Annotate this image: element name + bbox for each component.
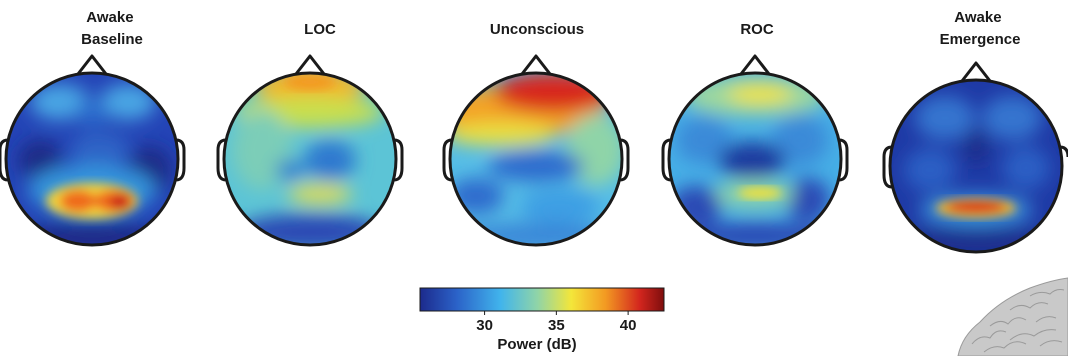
colorbar-label: Power (dB) xyxy=(497,336,576,353)
panel-title: Awake Baseline xyxy=(81,9,143,48)
panel-title-line: LOC xyxy=(304,21,336,38)
head-outline xyxy=(0,54,186,247)
panel-title-line: ROC xyxy=(740,21,774,38)
panel-title: ROC xyxy=(740,21,774,38)
panel-awake-baseline: Awake Baseline xyxy=(0,9,186,247)
topomap-loc xyxy=(224,73,396,245)
colorbar-gradient xyxy=(419,287,665,312)
panel-title: Awake Emergence xyxy=(940,9,1021,48)
panel-title-line: Baseline xyxy=(81,31,143,48)
panel-title-line: Emergence xyxy=(940,31,1021,48)
topomap-awake-baseline xyxy=(6,73,178,245)
panel-roc: ROC xyxy=(661,21,849,247)
colorbar-ticks: 30 35 40 xyxy=(476,311,636,334)
panel-loc: LOC xyxy=(216,21,404,247)
topomap-awake-emergence xyxy=(890,80,1062,252)
head-outline xyxy=(216,54,404,247)
panel-title-line: Unconscious xyxy=(490,21,584,38)
colorbar: 30 35 40 Power (dB) xyxy=(419,287,665,353)
panel-awake-emergence: Awake Emergence xyxy=(882,9,1068,254)
topomap-unconscious xyxy=(450,73,622,245)
head-outline xyxy=(442,54,630,247)
head-outline xyxy=(661,54,849,247)
colorbar-tick-label: 40 xyxy=(620,317,637,334)
panel-title: Unconscious xyxy=(490,21,584,38)
colorbar-tick-label: 35 xyxy=(548,317,565,334)
brain-model-image xyxy=(957,277,1068,356)
panel-unconscious: Unconscious xyxy=(442,21,630,247)
head-outline xyxy=(882,61,1068,254)
panel-title-line: Awake xyxy=(86,9,133,26)
topomap-roc xyxy=(669,73,841,245)
colorbar-tick-label: 30 xyxy=(476,317,493,334)
panel-title: LOC xyxy=(304,21,336,38)
panel-title-line: Awake xyxy=(954,9,1001,26)
